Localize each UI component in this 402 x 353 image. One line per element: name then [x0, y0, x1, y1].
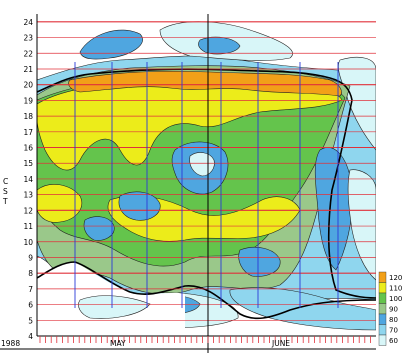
contour-60-right: [338, 57, 376, 151]
y-tick-label: 22: [23, 49, 33, 58]
y-tick-label: 6: [28, 301, 33, 310]
legend-swatch-90: [378, 303, 387, 315]
y-tick-label: 11: [23, 222, 33, 231]
legend-swatch-80: [378, 313, 387, 325]
y-tick-label: 14: [23, 175, 33, 184]
year-label: 1988: [1, 339, 20, 348]
month-label-may: MAY: [110, 339, 126, 348]
legend-label-110: 110: [389, 285, 402, 293]
month-label-june: JUNE: [271, 339, 290, 348]
contour-70-bottom2: [229, 287, 376, 331]
week-gridlines: [74, 62, 339, 308]
contour-80-right: [314, 147, 353, 271]
legend-label-100: 100: [389, 295, 402, 303]
legend-swatch-100: [378, 292, 387, 304]
y-tick-label: 10: [23, 238, 33, 247]
contour-80-mid3: [83, 216, 115, 241]
legend-label-120: 120: [389, 274, 402, 282]
contour-100-left: [37, 184, 82, 223]
legend-swatch-60: [378, 334, 387, 346]
y-tick-label: 4: [28, 332, 33, 341]
y-tick-label: 21: [23, 65, 33, 74]
y-tick-label: 9: [28, 253, 33, 262]
upper-boundary-curve: [36, 68, 377, 299]
hour-gridlines: [37, 21, 376, 337]
legend-swatch-110: [378, 282, 387, 294]
y-tick-labels: 4 5 6 7 8 9 10 11 12 13 14 15 16 17 18 19 20 21 22 23 24: [23, 18, 33, 341]
legend-swatch-120: [378, 271, 387, 283]
y-tick-label: 8: [28, 269, 33, 278]
y-axis-label-t: T: [2, 197, 8, 206]
contour-80-mid2: [118, 191, 161, 221]
day-ticks: [39, 336, 371, 343]
legend-label-90: 90: [389, 306, 398, 314]
y-tick-label: 7: [28, 285, 33, 294]
y-tick-label: 18: [23, 112, 33, 121]
y-axis-label-c: C: [3, 177, 8, 186]
legend-label-60: 60: [389, 337, 398, 345]
y-axis-label-s: S: [3, 187, 8, 196]
y-tick-label: 19: [23, 96, 33, 105]
y-tick-label: 12: [23, 206, 33, 215]
y-tick-label: 24: [23, 18, 33, 27]
colorbar-legend: 120 110 100 90 80 70 60: [378, 271, 402, 346]
y-tick-label: 20: [23, 81, 33, 90]
contour-120: [68, 70, 342, 97]
y-tick-label: 23: [23, 34, 33, 43]
y-tick-label: 16: [23, 144, 33, 153]
contour-60-lower-left: [78, 295, 151, 319]
y-tick-label: 15: [23, 159, 33, 168]
legend-label-80: 80: [389, 316, 398, 324]
y-tick-label: 17: [23, 128, 33, 137]
legend-label-70: 70: [389, 327, 398, 335]
legend-swatch-70: [378, 324, 387, 336]
contour-layers: [37, 21, 376, 336]
contour-60-right2: [347, 169, 376, 281]
y-tick-label: 13: [23, 191, 33, 200]
y-tick-label: 5: [28, 316, 33, 325]
